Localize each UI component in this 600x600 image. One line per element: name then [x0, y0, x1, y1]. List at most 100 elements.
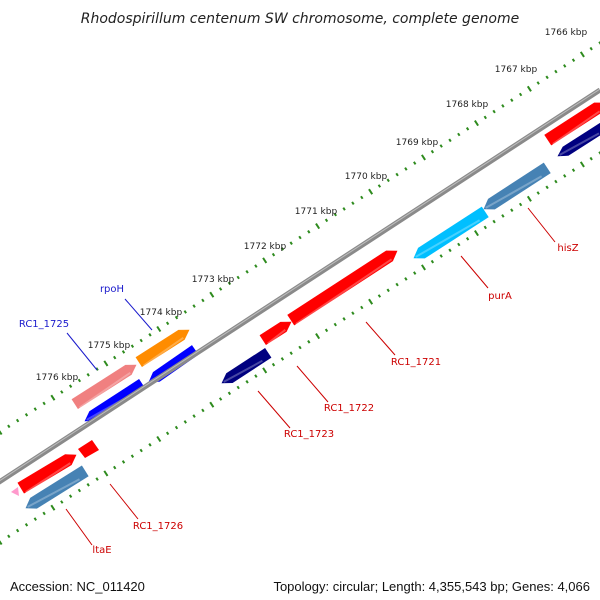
outer-tick-dot [174, 315, 179, 320]
tick-label-1775-kbp: 1775 kbp [88, 341, 131, 351]
outer-tick-dot [24, 412, 29, 417]
outer-tick-dot [448, 138, 452, 143]
inner-tick-dot [15, 528, 20, 533]
inner-tick-dot [86, 482, 90, 487]
inner-tick-dot [103, 470, 109, 477]
genome-stats-label: Topology: circular; Length: 4,355,543 bp… [273, 579, 590, 594]
gene-rc1-1722-shine [267, 329, 286, 345]
outer-tick-dot [218, 287, 223, 291]
leader-line-ltae [65, 508, 93, 546]
outer-tick-dot [395, 172, 399, 177]
outer-tick-dot [342, 207, 346, 211]
inner-tick-dot [598, 151, 600, 155]
leader-line-rpoh [124, 298, 153, 331]
inner-tick-dot [315, 333, 321, 340]
inner-tick-dot [395, 282, 399, 287]
tick-label-1769-kbp: 1769 kbp [396, 138, 439, 148]
outer-tick-dot [33, 407, 37, 411]
outer-tick-dot [351, 201, 355, 206]
inner-tick-dot [518, 202, 523, 207]
outer-tick-dot [510, 98, 514, 103]
inner-tick-dot [342, 317, 346, 321]
outer-tick-dot [139, 338, 143, 343]
inner-tick-dot [68, 494, 73, 499]
outer-tick-dot [457, 132, 461, 137]
inner-tick-dot [227, 391, 232, 396]
outer-tick-dot [430, 149, 435, 154]
tick-label-1770-kbp: 1770 kbp [345, 172, 388, 182]
inner-tick-dot [95, 477, 99, 481]
outer-tick-dot [0, 428, 3, 436]
gene-feature-3-shine [485, 175, 543, 209]
label-leader-lines [65, 207, 556, 546]
gene-rpoh-shine [143, 336, 184, 367]
outer-tick-dot [77, 378, 82, 383]
inner-tick-dot [201, 408, 205, 413]
outer-tick-dot [333, 212, 337, 217]
inner-tick-dot [307, 339, 311, 344]
outer-tick-dot [7, 424, 11, 429]
tick-label-1776-kbp: 1776 kbp [36, 373, 79, 383]
outer-tick-dot [156, 325, 162, 333]
chromosome-backbone [0, 87, 600, 485]
inner-tick-dot [254, 374, 258, 378]
tick-label-1767-kbp: 1767 kbp [495, 65, 538, 75]
inner-tick-dot [192, 414, 196, 418]
gene-rc1-1721: RC1_1721 [287, 250, 398, 326]
outer-tick-dot [86, 372, 90, 377]
outer-tick-dot [50, 394, 56, 401]
leader-line-rc1-1723 [257, 390, 291, 429]
outer-tick-dot [421, 154, 426, 161]
outer-tick-dot [413, 161, 417, 165]
outer-tick-dot [404, 167, 408, 171]
leader-line-rc1-1722 [296, 365, 329, 403]
outer-tick-dot [245, 269, 249, 274]
outer-tick-dot [183, 310, 187, 314]
inner-tick-dot [209, 401, 215, 408]
outer-tick-dot [121, 350, 126, 354]
outer-tick-dot [360, 195, 364, 200]
inner-tick-dot [579, 161, 585, 168]
inner-tick-dot [24, 522, 29, 527]
gene-feature-1-shine [559, 132, 600, 156]
outer-tick-dot [130, 344, 135, 349]
outer-tick-dot [307, 229, 311, 234]
inner-tick-dot [148, 442, 152, 447]
inner-tick-dot [7, 534, 11, 539]
inner-tick-dot [377, 294, 382, 298]
gene-pura: purA [413, 206, 489, 259]
inner-tick-dot [501, 214, 505, 218]
gene-hisz-shine [552, 110, 600, 145]
outer-tick-dot [192, 304, 196, 308]
gene-fragment-pink [11, 487, 19, 496]
inner-tick-dot [465, 236, 470, 241]
gene-labels: hisZpurARC1_1721RC1_1722RC1_1723rpoHRC1_… [19, 243, 579, 556]
outer-tick-dot [227, 281, 232, 286]
gene-label-hisz: hisZ [557, 243, 578, 254]
tick-label-1774-kbp: 1774 kbp [140, 308, 183, 318]
outer-tick-dot [579, 51, 585, 58]
inner-tick-dot [324, 328, 329, 333]
outer-tick-dot [262, 257, 268, 264]
inner-tick-dot [526, 195, 532, 202]
gene-ltae: ltaE [25, 465, 89, 509]
gene-pura-shine [415, 219, 481, 258]
inner-tick-dot [262, 367, 268, 374]
inner-tick-dot [298, 345, 302, 350]
inner-tick-dot [563, 174, 567, 178]
outer-tick-dot [439, 144, 443, 148]
leader-line-hisz [527, 207, 556, 243]
inner-tick-dot [77, 488, 82, 493]
gene-label-rc1-1726: RC1_1726 [133, 521, 183, 532]
inner-tick-dot [218, 397, 223, 401]
inner-tick-dot [571, 168, 576, 173]
inner-tick-dot [121, 460, 126, 464]
inner-tick-dot [421, 264, 426, 271]
inner-tick-dot [280, 357, 285, 361]
inner-tick-dot [386, 288, 390, 293]
tick-label-1773-kbp: 1773 kbp [192, 275, 235, 285]
outer-tick-dot [271, 252, 276, 257]
inner-tick-dot [448, 248, 452, 253]
inner-tick-dot [33, 517, 37, 521]
outer-tick-dots [0, 41, 600, 436]
